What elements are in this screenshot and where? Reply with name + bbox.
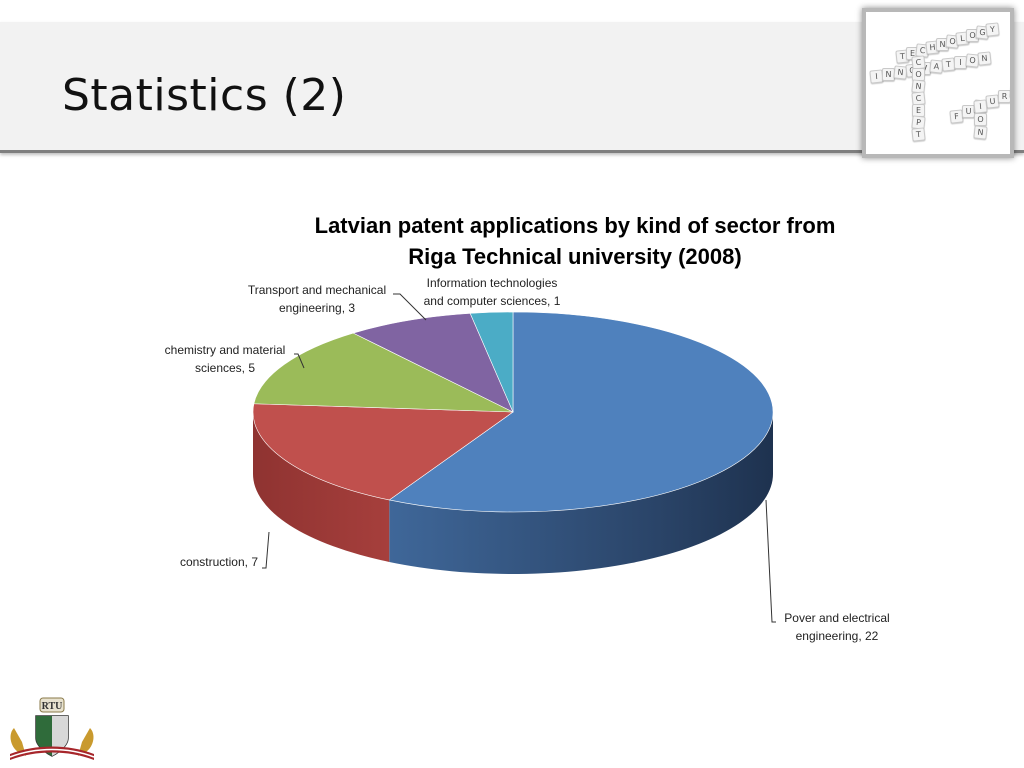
rtu-logo: RTU — [9, 697, 95, 760]
pie-slice — [469, 311, 514, 413]
pie-slice-label: chemistry and material sciences, 5 — [165, 343, 286, 375]
pie-slice-side — [253, 412, 390, 562]
logo-text: RTU — [42, 701, 63, 712]
lion-right-icon — [78, 728, 94, 756]
slide-title: Statistics (2) — [62, 70, 347, 121]
leader-line — [294, 353, 305, 369]
pie-slice-label: Pover and electrical engineering, 22 — [784, 611, 889, 643]
leader-line — [393, 293, 427, 321]
pie-slice-side — [389, 412, 773, 574]
pie-slice — [253, 332, 514, 413]
lion-left-icon — [10, 728, 26, 756]
leader-line — [262, 531, 270, 569]
letter-tile: R — [998, 90, 1010, 103]
pie-slice-label: Transport and mechanical engineering, 3 — [248, 283, 386, 315]
pie-slice — [388, 311, 774, 513]
crossword-technology-image: TECHNOLOGYINNOVATIONCONCEPTFUTUREION — [862, 8, 1014, 158]
pie-slice — [352, 313, 514, 413]
ribbon-icon — [10, 746, 94, 760]
leader-line — [765, 499, 776, 623]
title-band — [0, 22, 1024, 153]
chart-title: Latvian patent applications by kind of s… — [315, 213, 836, 269]
pie-slice-label: Information technologies and computer sci… — [424, 276, 561, 308]
pie-slice-label: construction, 7 — [180, 555, 258, 569]
pie-slice — [252, 403, 514, 501]
